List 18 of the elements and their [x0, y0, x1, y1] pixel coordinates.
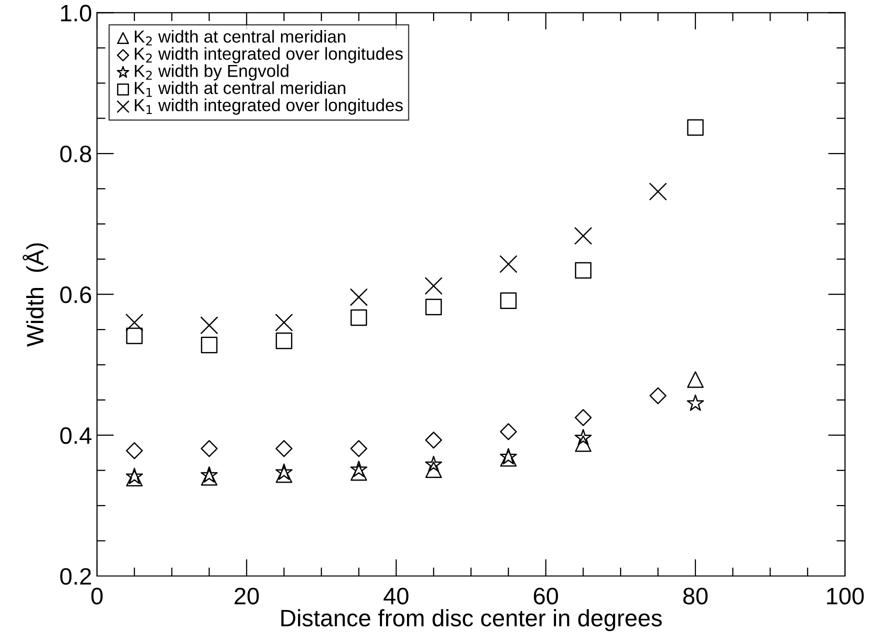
x-axis-title: Distance from disc center in degrees — [281, 609, 662, 632]
y-tick-label: 0.6 — [60, 286, 92, 304]
legend-label: K$_{2}$ width by Engvold — [134, 64, 288, 80]
y-tick-label: 1.0 — [61, 4, 92, 22]
x-tick-label: 100 — [827, 588, 864, 604]
x-tick-label: 80 — [683, 588, 708, 604]
x-tick-label: 0 — [91, 588, 103, 604]
x-tick-label: 40 — [384, 588, 408, 604]
x-tick-label: 60 — [534, 588, 558, 604]
x-tick-label: 20 — [234, 588, 259, 604]
legend-label: K$_{1}$ width integrated over longitudes — [134, 98, 403, 115]
legend-label: K$_{2}$ width integrated over longitudes — [134, 47, 403, 64]
legend-label: K$_{2}$ width at central meridian — [134, 30, 346, 46]
y-axis-title: Width (Å) — [22, 243, 48, 347]
legend-label: K$_{1}$ width at central meridian — [134, 81, 346, 97]
y-tick-label: 0.2 — [60, 568, 91, 585]
y-tick-label: 0.8 — [60, 146, 92, 162]
y-tick-label: 0.4 — [60, 427, 92, 444]
